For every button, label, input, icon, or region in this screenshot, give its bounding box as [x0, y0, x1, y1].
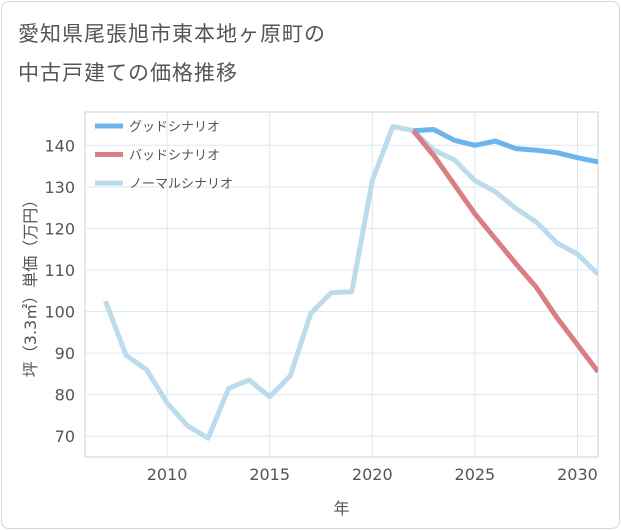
x-tick-label: 2015 — [249, 465, 290, 484]
legend-label-2: ノーマルシナリオ — [129, 177, 233, 192]
x-tick-label: 2010 — [147, 465, 188, 484]
y-tick-label: 90 — [55, 344, 75, 363]
y-tick-label: 140 — [44, 136, 75, 155]
series-lines — [103, 124, 598, 441]
plot-area — [84, 111, 599, 458]
legend-label-0: グッドシナリオ — [129, 120, 220, 135]
x-tick-label: 2030 — [557, 465, 598, 484]
x-tick-label: 2025 — [455, 465, 496, 484]
grid — [85, 112, 598, 457]
x-axis-label: 年 — [333, 499, 349, 518]
chart-title-line-1: 愛知県尾張旭市東本地ヶ原町の — [18, 22, 326, 46]
chart-title-line-2: 中古戸建ての価格推移 — [18, 61, 238, 85]
axes: 70 80 90 100 110 120 130 140 2010 2015 2020 2025 203… — [21, 136, 598, 518]
legend-label-1: バッドシナリオ — [129, 149, 220, 164]
y-tick-label: 120 — [44, 219, 75, 238]
y-tick-label: 110 — [44, 261, 75, 280]
y-tick-label: 80 — [55, 386, 75, 405]
y-tick-label: 100 — [44, 303, 75, 322]
x-tick-label: 2020 — [352, 465, 393, 484]
y-axis-label: 坪（3.3㎡）単価（万円） — [21, 192, 40, 377]
series-line-2 — [103, 124, 598, 441]
series-line-1 — [411, 129, 598, 374]
series-line-0 — [413, 127, 598, 165]
y-tick-label: 130 — [44, 178, 75, 197]
y-tick-label: 70 — [55, 427, 75, 446]
